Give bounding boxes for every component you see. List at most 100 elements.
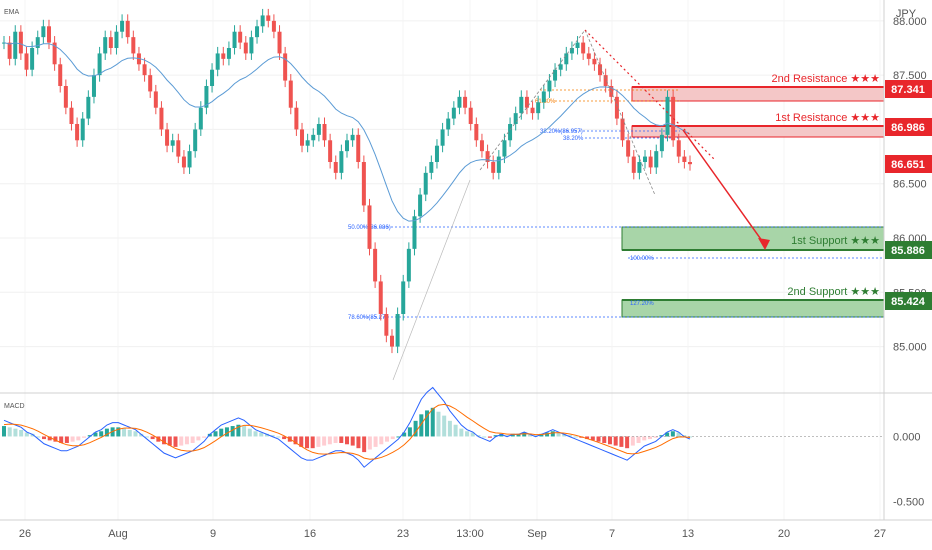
candle-body bbox=[30, 48, 35, 70]
macd-bar bbox=[430, 407, 435, 437]
macd-bar bbox=[162, 436, 167, 445]
candle-body bbox=[13, 31, 18, 59]
candle-body bbox=[75, 124, 80, 141]
macd-bar bbox=[116, 427, 121, 437]
candle-body bbox=[18, 31, 23, 54]
candle-body bbox=[569, 48, 574, 54]
macd-bar bbox=[379, 436, 384, 445]
candle-body bbox=[581, 42, 586, 54]
macd-bar bbox=[453, 424, 458, 437]
support-2-zone bbox=[621, 299, 885, 318]
candle-body bbox=[80, 118, 85, 141]
macd-bar bbox=[550, 431, 555, 437]
macd-bar bbox=[665, 432, 670, 437]
macd-bar bbox=[642, 436, 647, 441]
macd-bar bbox=[53, 436, 58, 442]
candle-body bbox=[367, 205, 372, 249]
macd-bar bbox=[659, 435, 664, 437]
macd-bar bbox=[236, 424, 241, 437]
price-tag-support-2: 85.424 bbox=[891, 296, 926, 308]
candle-body bbox=[142, 64, 147, 76]
candle-body bbox=[513, 113, 518, 124]
candle-body bbox=[631, 156, 636, 173]
candle-body bbox=[328, 140, 333, 162]
macd-bar bbox=[539, 433, 544, 437]
candle-body bbox=[7, 42, 12, 59]
macd-bar bbox=[219, 428, 224, 437]
candle-body bbox=[614, 96, 619, 119]
macd-bar bbox=[24, 432, 29, 437]
candle-body bbox=[440, 129, 445, 146]
candle-body bbox=[181, 156, 186, 168]
zone-label-resistance-2: 2nd Resistance ★★★ bbox=[772, 73, 881, 85]
candle-body bbox=[288, 80, 293, 108]
macd-bar bbox=[144, 436, 149, 438]
macd-bar bbox=[585, 436, 590, 440]
candle-body bbox=[603, 75, 608, 86]
ema-label: EMA bbox=[4, 9, 20, 16]
fib-label-382-full: 38.20%(86.957) bbox=[540, 129, 583, 135]
candle-body bbox=[271, 20, 276, 32]
macd-bar bbox=[653, 436, 658, 438]
candle-body bbox=[654, 151, 659, 168]
macd-bar bbox=[173, 436, 178, 447]
macd-bar bbox=[139, 433, 144, 437]
projection-arrow bbox=[682, 129, 766, 246]
candle-body bbox=[384, 314, 389, 336]
macd-bar bbox=[230, 426, 235, 437]
macd-tick-label: 0.000 bbox=[893, 431, 921, 443]
candle-body bbox=[232, 31, 237, 48]
macd-bar bbox=[350, 436, 355, 446]
macd-bar bbox=[636, 436, 641, 443]
macd-bar bbox=[253, 431, 258, 437]
candle-body bbox=[592, 58, 597, 65]
macd-bar bbox=[19, 429, 24, 437]
candle-body bbox=[221, 53, 226, 59]
candle-body bbox=[564, 53, 569, 65]
macd-bar bbox=[156, 436, 161, 442]
macd-bar bbox=[613, 436, 618, 446]
candle-body bbox=[69, 107, 74, 124]
candle-body bbox=[496, 156, 501, 173]
candle-body bbox=[626, 140, 631, 157]
candle-body bbox=[547, 80, 552, 92]
candle-body bbox=[682, 156, 687, 162]
macd-bar bbox=[676, 432, 681, 437]
macd-bar bbox=[573, 436, 578, 438]
candle-body bbox=[558, 64, 563, 70]
macd-bar bbox=[476, 435, 481, 437]
macd-bar bbox=[2, 426, 6, 437]
macd-bar bbox=[242, 426, 247, 437]
candle-body bbox=[541, 91, 546, 103]
candle-body bbox=[91, 75, 96, 97]
macd-bar bbox=[339, 436, 344, 443]
time-tick-label: 7 bbox=[609, 528, 615, 540]
macd-bar bbox=[459, 428, 464, 437]
candle-body bbox=[249, 37, 254, 54]
candle-body bbox=[159, 107, 164, 130]
zone-label-support-2: 2nd Support ★★★ bbox=[787, 286, 880, 298]
candle-body bbox=[474, 124, 479, 141]
macd-bar bbox=[247, 428, 252, 437]
candle-body bbox=[350, 134, 355, 141]
price-tick-label: 88.000 bbox=[893, 16, 927, 28]
macd-bar bbox=[224, 427, 229, 437]
candle-body bbox=[120, 20, 125, 32]
macd-bar bbox=[202, 436, 207, 438]
fib-label-100: 100.00% bbox=[630, 256, 654, 262]
candle-body bbox=[339, 151, 344, 173]
macd-bar bbox=[630, 436, 635, 446]
macd-bar bbox=[527, 433, 532, 437]
grid bbox=[0, 0, 884, 520]
price-tick-label: 86.500 bbox=[893, 179, 927, 191]
macd-bar bbox=[505, 435, 510, 437]
macd-bar bbox=[133, 431, 138, 437]
macd-bar bbox=[316, 436, 321, 447]
candle-body bbox=[294, 107, 299, 130]
macd-bar bbox=[76, 436, 81, 441]
candle-body bbox=[688, 162, 692, 165]
macd-bar bbox=[510, 433, 515, 437]
candle-body bbox=[283, 53, 288, 81]
candle-body bbox=[193, 129, 198, 152]
macd-tick-label: -0.500 bbox=[893, 497, 924, 509]
